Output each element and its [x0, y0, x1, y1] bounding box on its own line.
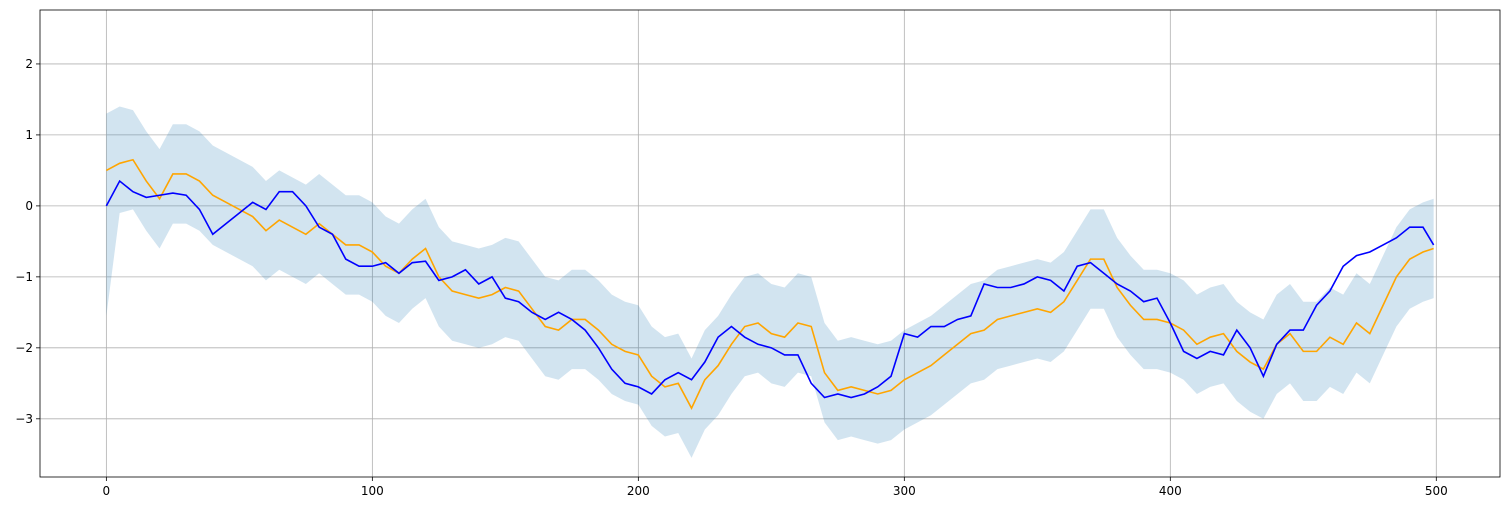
x-tick-label: 100 — [361, 484, 384, 498]
x-tick-label: 500 — [1425, 484, 1448, 498]
line — [105, 179, 1435, 399]
y-tick-label: 0 — [25, 199, 33, 213]
y-tick-label: −2 — [15, 341, 33, 355]
x-tick-label: 300 — [893, 484, 916, 498]
y-tick-label: −3 — [15, 412, 33, 426]
y-tick-label: 1 — [25, 128, 33, 142]
y-tick-label: −1 — [15, 270, 33, 284]
line — [105, 158, 1434, 410]
y-tick-label: 2 — [25, 57, 33, 71]
x-tick-label: 200 — [627, 484, 650, 498]
x-tick-label: 0 — [103, 484, 111, 498]
x-tick-label: 400 — [1159, 484, 1182, 498]
plot-frame — [39, 9, 1501, 478]
confidence-band — [106, 106, 1434, 458]
